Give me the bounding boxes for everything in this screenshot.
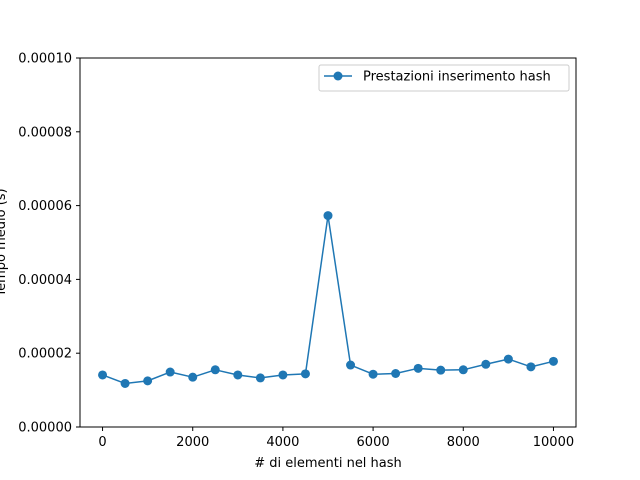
data-point [323,211,333,221]
data-point [120,378,130,388]
data-point [413,363,423,373]
data-point [255,373,265,383]
y-tick-label: 0.00008 [18,125,72,140]
x-tick-label: 4000 [266,435,299,450]
plot-area [98,211,558,388]
y-tick-label: 0.00006 [18,199,72,214]
axes-frame [79,57,577,428]
x-axis-label: # di elementi nel hash [254,456,402,471]
x-tick-label: 8000 [447,435,480,450]
data-point [98,370,108,380]
data-point [165,367,175,377]
y-tick-label: 0.00000 [18,421,72,436]
data-point [368,369,378,379]
axes: 0 2000 4000 6000 8000 10000 0.00000 0.00002 0.00… [18,52,577,450]
y-tick-label: 0.00004 [18,273,72,288]
data-point [548,356,558,366]
data-point [458,365,468,375]
x-tick-label: 0 [98,435,106,450]
x-tick-label: 6000 [357,435,390,450]
legend-series-label: Prestazioni inserimento hash [363,70,551,85]
legend: Prestazioni inserimento hash [318,64,570,92]
y-tick-label: 0.00010 [18,52,72,67]
data-point [346,360,356,370]
data-point [233,370,243,380]
data-point [143,376,153,386]
legend-series-marker [333,71,343,81]
data-point [210,365,220,375]
data-point [503,354,513,364]
data-point [436,365,446,375]
x-tick-label: 10000 [533,435,574,450]
data-point [188,372,198,382]
data-point [526,362,536,372]
y-tick-label: 0.00002 [18,347,72,362]
legend-box [318,64,570,92]
x-tick-label: 2000 [176,435,209,450]
data-point [391,368,401,378]
data-point [300,369,310,379]
y-axis-label: Tempo medio (s) [0,188,9,297]
data-point [481,359,491,369]
data-point [278,370,288,380]
